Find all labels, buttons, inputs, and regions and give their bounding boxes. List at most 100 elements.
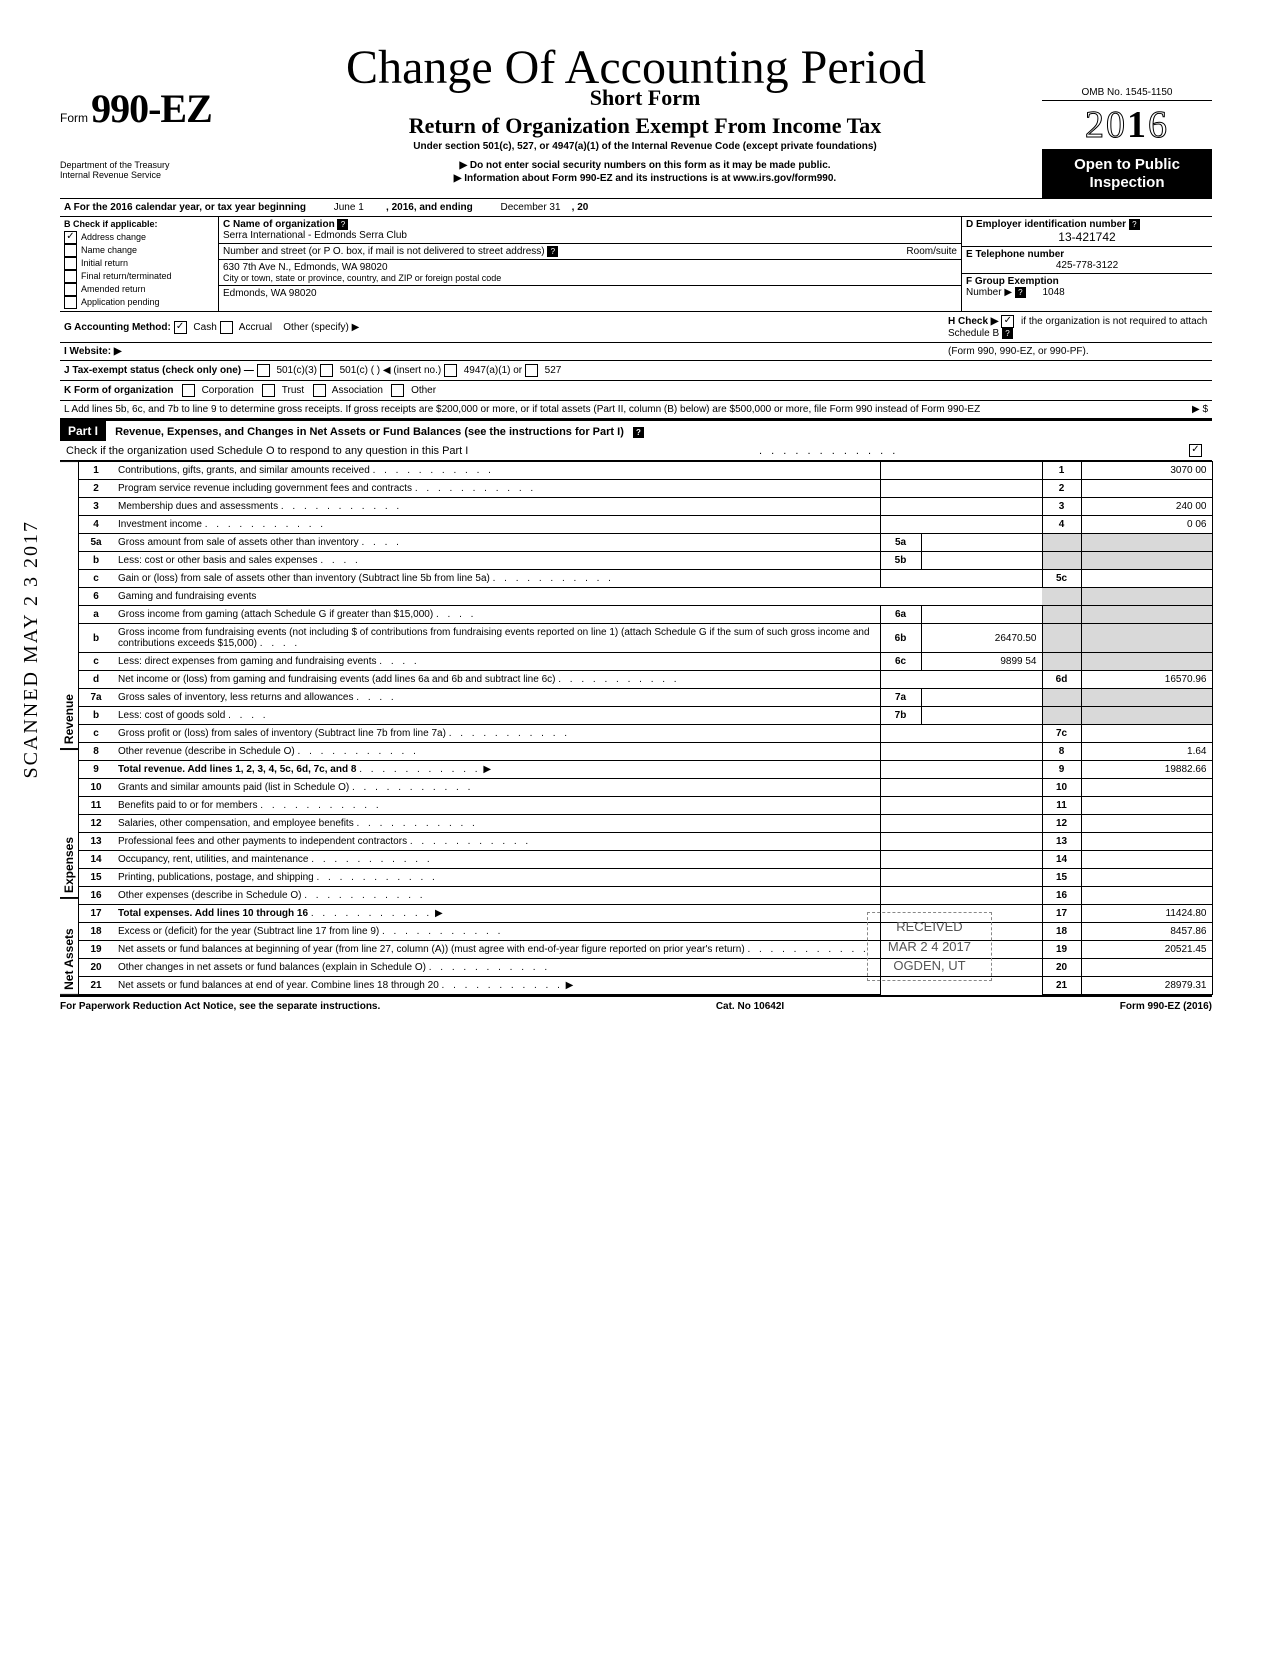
line-number: c bbox=[79, 725, 113, 743]
line-number: 17 bbox=[79, 905, 113, 923]
help-icon[interactable]: ? bbox=[1002, 328, 1013, 339]
tax-year: 2016 bbox=[1042, 101, 1212, 150]
amount: 20521.45 bbox=[1081, 941, 1212, 959]
shaded-cell bbox=[1042, 534, 1081, 552]
chk-cash[interactable] bbox=[174, 321, 187, 334]
table-row: 17Total expenses. Add lines 10 through 1… bbox=[79, 905, 1212, 923]
chk-trust[interactable] bbox=[262, 384, 275, 397]
city-state-zip: Edmonds, WA 98020 bbox=[219, 286, 961, 301]
help-icon[interactable]: ? bbox=[1015, 287, 1026, 298]
line-number: c bbox=[79, 653, 113, 671]
street-address: 630 7th Ave N., Edmonds, WA 98020 bbox=[219, 260, 961, 273]
mid-amount bbox=[921, 689, 1042, 707]
right-lineno: 15 bbox=[1042, 869, 1081, 887]
amount: 19882.66 bbox=[1081, 761, 1212, 779]
help-icon[interactable]: ? bbox=[1129, 219, 1140, 230]
amount bbox=[1081, 779, 1212, 797]
table-row: 12Salaries, other compensation, and empl… bbox=[79, 815, 1212, 833]
help-icon[interactable]: ? bbox=[337, 219, 348, 230]
chk-schedule-b[interactable] bbox=[1001, 315, 1014, 328]
subtitle: Under section 501(c), 527, or 4947(a)(1)… bbox=[258, 141, 1032, 152]
table-row: 14Occupancy, rent, utilities, and mainte… bbox=[79, 851, 1212, 869]
line-description: Total expenses. Add lines 10 through 16 … bbox=[113, 905, 880, 923]
table-row: dNet income or (loss) from gaming and fu… bbox=[79, 671, 1212, 689]
amount bbox=[1081, 851, 1212, 869]
chk-501c3[interactable] bbox=[257, 364, 270, 377]
line-description: Gross sales of inventory, less returns a… bbox=[113, 689, 880, 707]
line-number: a bbox=[79, 606, 113, 624]
table-row: 15Printing, publications, postage, and s… bbox=[79, 869, 1212, 887]
amount bbox=[1081, 959, 1212, 977]
phone: 425-778-3122 bbox=[966, 260, 1208, 271]
table-row: 18Excess or (deficit) for the year (Subt… bbox=[79, 923, 1212, 941]
shaded-cell bbox=[1081, 534, 1212, 552]
amount bbox=[1081, 725, 1212, 743]
mid-lineno: 6a bbox=[880, 606, 921, 624]
omb-number: OMB No. 1545-1150 bbox=[1042, 85, 1212, 101]
line-description: Gross amount from sale of assets other t… bbox=[113, 534, 880, 552]
short-form-label: Short Form bbox=[258, 85, 1032, 111]
amount bbox=[1081, 869, 1212, 887]
instructions-url: ▶ Information about Form 990-EZ and its … bbox=[258, 173, 1032, 184]
chk-association[interactable] bbox=[313, 384, 326, 397]
side-netassets: Net Assets bbox=[60, 898, 79, 995]
help-icon[interactable]: ? bbox=[633, 427, 644, 438]
ein: 13-421742 bbox=[966, 230, 1208, 244]
right-lineno: 5c bbox=[1042, 570, 1081, 588]
help-icon[interactable]: ? bbox=[547, 246, 558, 257]
shaded-cell bbox=[1081, 606, 1212, 624]
table-row: 19Net assets or fund balances at beginni… bbox=[79, 941, 1212, 959]
right-lineno: 17 bbox=[1042, 905, 1081, 923]
line-description: Membership dues and assessments . . . . … bbox=[113, 498, 880, 516]
chk-501c[interactable] bbox=[320, 364, 333, 377]
mid-amount bbox=[921, 606, 1042, 624]
line-description: Salaries, other compensation, and employ… bbox=[113, 815, 880, 833]
line-description: Contributions, gifts, grants, and simila… bbox=[113, 462, 880, 480]
chk-address-change[interactable] bbox=[64, 231, 77, 244]
line-number: 10 bbox=[79, 779, 113, 797]
chk-final-return[interactable] bbox=[64, 270, 77, 283]
mid-lineno: 7b bbox=[880, 707, 921, 725]
shaded-cell bbox=[1042, 707, 1081, 725]
amount bbox=[1081, 570, 1212, 588]
chk-schedule-o[interactable] bbox=[1189, 444, 1202, 457]
line-description: Less: direct expenses from gaming and fu… bbox=[113, 653, 880, 671]
right-lineno: 3 bbox=[1042, 498, 1081, 516]
line-description: Less: cost or other basis and sales expe… bbox=[113, 552, 880, 570]
right-lineno: 1 bbox=[1042, 462, 1081, 480]
chk-initial-return[interactable] bbox=[64, 257, 77, 270]
amount: 240 00 bbox=[1081, 498, 1212, 516]
chk-4947[interactable] bbox=[444, 364, 457, 377]
chk-name-change[interactable] bbox=[64, 244, 77, 257]
line-number: c bbox=[79, 570, 113, 588]
chk-amended-return[interactable] bbox=[64, 283, 77, 296]
chk-application-pending[interactable] bbox=[64, 296, 77, 309]
chk-other[interactable] bbox=[391, 384, 404, 397]
right-lineno: 2 bbox=[1042, 480, 1081, 498]
line-description: Gross income from gaming (attach Schedul… bbox=[113, 606, 880, 624]
shaded-cell bbox=[1042, 689, 1081, 707]
mid-amount bbox=[921, 552, 1042, 570]
col-c-org-info: C Name of organization ? Serra Internati… bbox=[219, 217, 961, 311]
part-1-header: Part I Revenue, Expenses, and Changes in… bbox=[60, 419, 1212, 461]
right-lineno: 13 bbox=[1042, 833, 1081, 851]
shaded-cell bbox=[1042, 606, 1081, 624]
row-l: L Add lines 5b, 6c, and 7b to line 9 to … bbox=[60, 401, 1212, 419]
chk-527[interactable] bbox=[525, 364, 538, 377]
line-number: 4 bbox=[79, 516, 113, 534]
table-row: 3 Membership dues and assessments . . . .… bbox=[79, 498, 1212, 516]
line-number: 19 bbox=[79, 941, 113, 959]
line-description: Program service revenue including govern… bbox=[113, 480, 880, 498]
right-lineno: 7c bbox=[1042, 725, 1081, 743]
table-row: bLess: cost or other basis and sales exp… bbox=[79, 552, 1212, 570]
table-row: 8Other revenue (describe in Schedule O) … bbox=[79, 743, 1212, 761]
chk-accrual[interactable] bbox=[220, 321, 233, 334]
form-header: Form 990-EZ Department of the Treasury I… bbox=[60, 85, 1212, 199]
line-number: 12 bbox=[79, 815, 113, 833]
chk-corporation[interactable] bbox=[182, 384, 195, 397]
right-lineno: 14 bbox=[1042, 851, 1081, 869]
line-number: 1 bbox=[79, 462, 113, 480]
org-name: Serra International - Edmonds Serra Club bbox=[223, 230, 407, 241]
line-number: d bbox=[79, 671, 113, 689]
section-bcdef: B Check if applicable: Address change Na… bbox=[60, 217, 1212, 312]
